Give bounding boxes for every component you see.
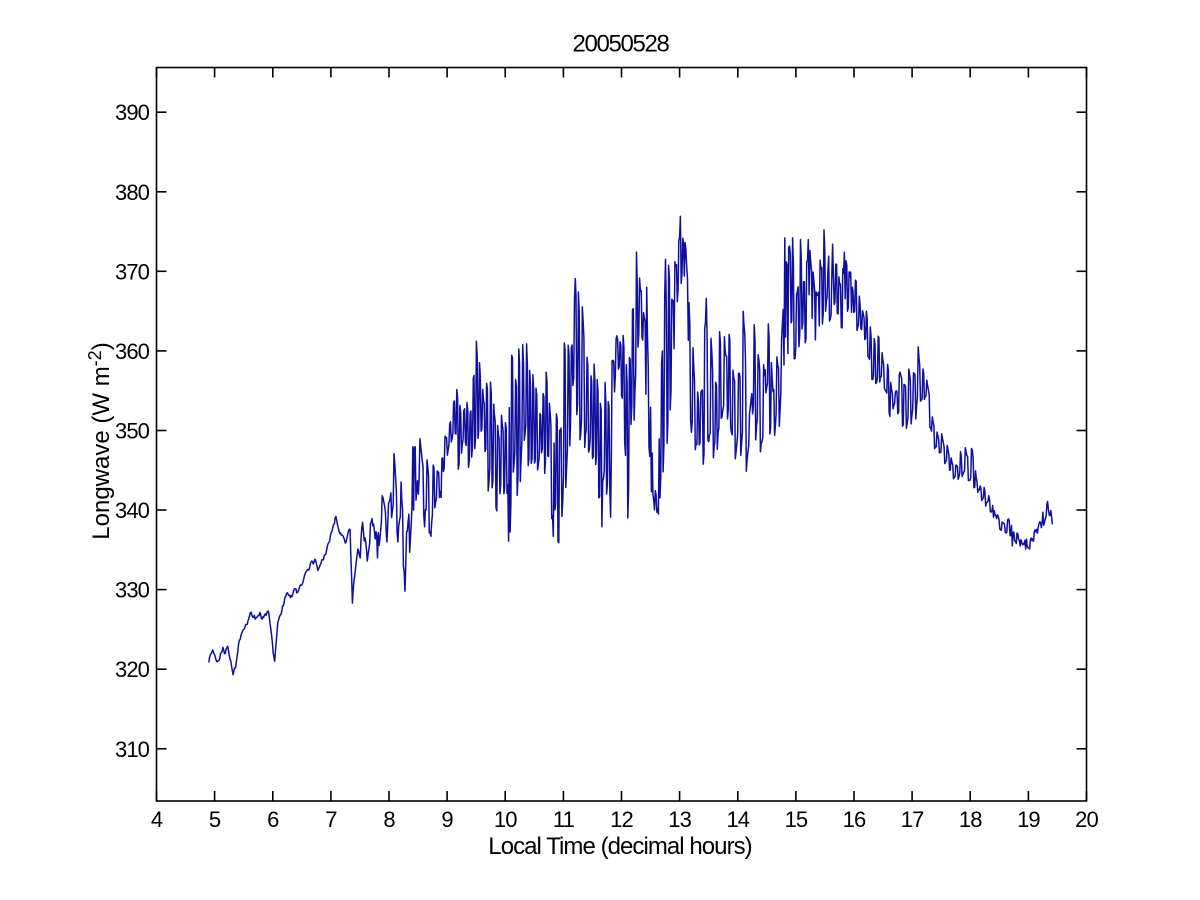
svg-text:350: 350: [115, 419, 150, 444]
svg-text:20050528: 20050528: [572, 31, 669, 58]
svg-text:14: 14: [726, 807, 749, 832]
svg-text:12: 12: [610, 807, 633, 832]
svg-text:15: 15: [785, 807, 808, 832]
svg-text:Longwave (W m-2): Longwave (W m-2): [85, 342, 115, 539]
svg-text:320: 320: [115, 657, 150, 682]
svg-text:10: 10: [494, 807, 517, 832]
svg-text:20: 20: [1075, 807, 1098, 832]
svg-text:330: 330: [115, 578, 150, 603]
svg-text:4: 4: [151, 807, 163, 832]
svg-text:18: 18: [959, 807, 982, 832]
svg-text:7: 7: [325, 807, 337, 832]
svg-text:380: 380: [115, 180, 150, 205]
svg-text:11: 11: [553, 807, 575, 832]
svg-text:370: 370: [115, 259, 150, 284]
svg-text:5: 5: [209, 807, 221, 832]
svg-text:390: 390: [115, 100, 150, 125]
svg-text:9: 9: [441, 807, 453, 832]
svg-text:19: 19: [1017, 807, 1040, 832]
svg-text:340: 340: [115, 498, 150, 523]
svg-text:13: 13: [668, 807, 691, 832]
svg-text:8: 8: [383, 807, 395, 832]
svg-text:17: 17: [901, 807, 924, 832]
svg-text:16: 16: [843, 807, 866, 832]
svg-text:Local Time (decimal hours): Local Time (decimal hours): [488, 833, 751, 860]
svg-text:6: 6: [267, 807, 279, 832]
svg-text:360: 360: [115, 339, 150, 364]
svg-text:310: 310: [115, 737, 150, 762]
